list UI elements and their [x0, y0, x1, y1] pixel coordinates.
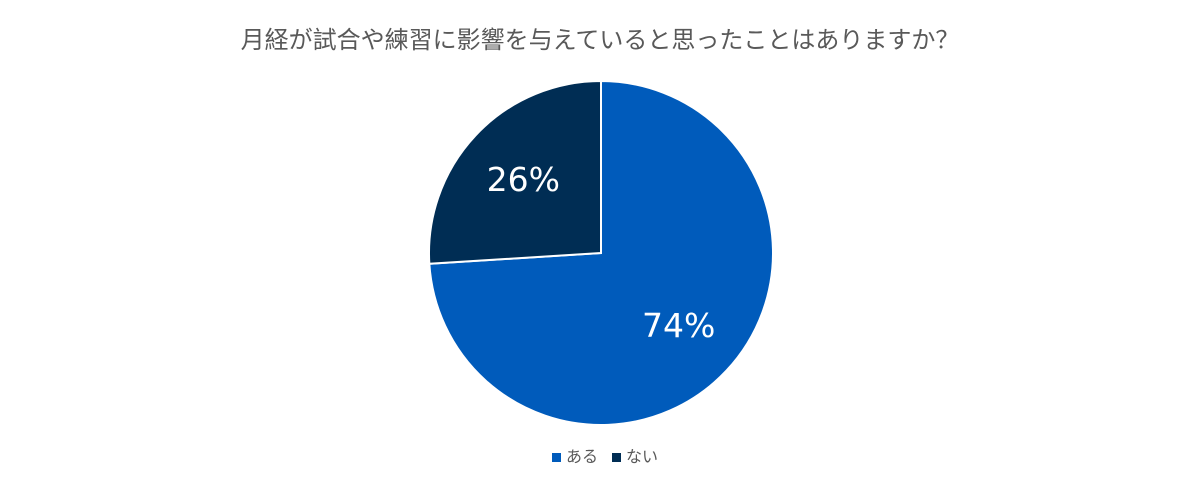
slice-data-label-1: 26% — [487, 160, 560, 199]
legend-label-1: ない — [626, 447, 658, 466]
legend-swatch-1 — [612, 453, 621, 462]
pie-slice-labels: 74% 26% — [487, 160, 716, 345]
legend-label-0: ある — [566, 447, 598, 466]
slice-data-label-0: 74% — [642, 306, 715, 345]
pie-slices — [428, 79, 774, 426]
chart-title: 月経が試合や練習に影響を与えていると思ったことはありますか？ — [241, 26, 960, 54]
legend: ある ない — [552, 447, 658, 466]
legend-swatch-0 — [552, 453, 561, 462]
pie-slice-1 — [428, 79, 602, 265]
